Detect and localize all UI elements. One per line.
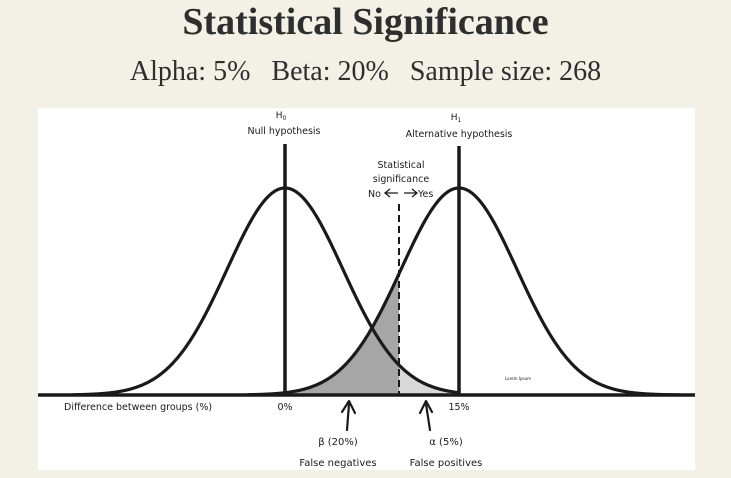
hypothesis-diagram: H0 Null hypothesis H1 Alternative hypoth… <box>38 111 695 469</box>
beta-annotation: β (20%) <box>318 437 358 448</box>
beta-region <box>248 273 399 395</box>
yes-label: Yes <box>417 189 433 200</box>
no-label: No <box>368 189 381 200</box>
sample-size-label: Sample size: <box>409 56 553 87</box>
h1-symbol: H1 <box>451 113 462 124</box>
alpha-annotation: α (5%) <box>429 437 463 448</box>
h1-subscript: 1 <box>457 117 461 124</box>
beta-value: 20% <box>337 56 389 87</box>
beta-arrow-icon <box>340 399 357 432</box>
alpha-arrow-icon <box>418 399 434 432</box>
tick-zero: 0% <box>277 402 292 413</box>
alpha-caption: False positives <box>410 458 483 469</box>
h0-label: Null hypothesis <box>247 126 320 137</box>
alpha-value: 5% <box>213 56 251 87</box>
alpha-label: Alpha: <box>129 56 207 87</box>
alternative-distribution-curve <box>246 186 681 397</box>
watermark-text: Lorem Ipsum <box>505 376 531 381</box>
h0-symbol: H0 <box>276 111 287 122</box>
beta-label: Beta: <box>271 56 331 87</box>
x-axis-label: Difference between groups (%) <box>64 402 212 413</box>
tick-effect: 15% <box>448 402 469 413</box>
alpha-region <box>399 365 458 395</box>
no-yes-arrows-icon <box>383 188 419 198</box>
page-title: Statistical Significance <box>182 1 549 43</box>
parameters-line: Alpha: 5% Beta: 20% Sample size: 268 <box>0 52 731 92</box>
beta-caption: False negatives <box>299 458 376 469</box>
null-distribution-curve <box>72 186 460 397</box>
h0-subscript: 0 <box>282 115 286 122</box>
significance-label-line2: significance <box>373 174 430 185</box>
sample-size-value: 268 <box>559 56 602 87</box>
significance-label-line1: Statistical <box>378 160 425 171</box>
h1-label: Alternative hypothesis <box>406 129 513 140</box>
diagram-panel: H0 Null hypothesis H1 Alternative hypoth… <box>38 108 695 470</box>
